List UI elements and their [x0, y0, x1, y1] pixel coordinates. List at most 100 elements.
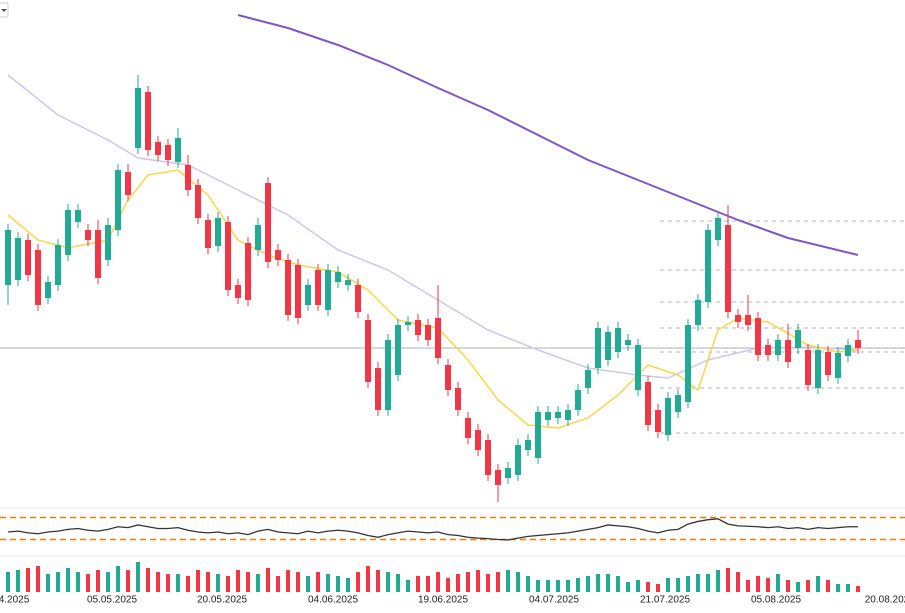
moving-average [237, 14, 859, 256]
candle-body [815, 350, 821, 388]
candle-body [805, 350, 811, 385]
candle-body [245, 243, 251, 300]
candle-body [45, 282, 51, 298]
candle-body [195, 185, 201, 218]
volume-bar [106, 572, 110, 592]
candle-body [775, 340, 781, 355]
volume-bar [436, 572, 440, 592]
candle-body [625, 340, 631, 345]
volume-bar [586, 576, 590, 592]
volume-bar [6, 572, 10, 592]
candle-body [335, 272, 341, 282]
candle-body [655, 410, 661, 432]
volume-bar [126, 570, 130, 592]
volume-bar [36, 566, 40, 592]
candle-body [405, 322, 411, 325]
volume-bar [226, 576, 230, 592]
volume-bar [136, 562, 140, 592]
candle-body [225, 222, 231, 290]
candle-body [215, 218, 221, 246]
candle-body [825, 352, 831, 375]
volume-bar [66, 568, 70, 592]
volume-bar [276, 576, 280, 592]
volume-bar [676, 578, 680, 592]
candle-body [575, 390, 581, 410]
x-tick-label: 20.05.2025 [197, 595, 247, 606]
candle-body [365, 320, 371, 382]
volume-bar [646, 582, 650, 592]
candle-body [425, 325, 431, 340]
candle-body [355, 285, 361, 312]
candle-body [455, 388, 461, 410]
x-tick-label: 21.07.2025 [640, 595, 690, 606]
volume-bar [386, 572, 390, 592]
candle-body [175, 138, 181, 162]
volume-bar [576, 578, 580, 592]
volume-bar [426, 576, 430, 592]
volume-bar [696, 574, 700, 592]
volume-bar [706, 574, 710, 592]
candle-body [735, 315, 741, 322]
candle-body [15, 238, 21, 280]
candle-body [695, 300, 701, 325]
volume-bar [326, 574, 330, 592]
candle-body [795, 330, 801, 348]
candle-body [845, 345, 851, 356]
candle-body [495, 470, 501, 485]
candle-body [535, 412, 541, 458]
candle-body [305, 285, 311, 305]
candle-body [475, 430, 481, 450]
candle-body [315, 270, 321, 305]
candle-body [645, 382, 651, 425]
volume-bar [496, 572, 500, 592]
candle-body [465, 418, 471, 438]
candle-body [435, 318, 441, 358]
candle-body [605, 332, 611, 360]
volume-bar [96, 570, 100, 592]
volume-bar [476, 570, 480, 592]
candle-body [345, 280, 351, 285]
candle-body [705, 230, 711, 302]
candle-body [265, 183, 271, 262]
volume-bar [556, 580, 560, 592]
volume-bar [626, 582, 630, 592]
volume-bar [346, 578, 350, 592]
candle-body [375, 368, 381, 410]
volume-bar [836, 584, 840, 592]
candle-body [5, 230, 11, 285]
volume-bar [596, 574, 600, 592]
candle-body [505, 468, 511, 478]
candle-body [715, 218, 721, 240]
volume-bar [726, 568, 730, 592]
candle-body [155, 142, 161, 155]
candle-body [235, 285, 241, 298]
volume-bar [806, 580, 810, 592]
candle-body [285, 260, 291, 315]
candle-body [855, 340, 861, 348]
candle-body [85, 230, 91, 240]
candle-body [665, 398, 671, 435]
volume-bar [466, 572, 470, 592]
volume-bar [296, 572, 300, 592]
oscillator-line [7, 518, 858, 541]
x-tick-label: 04.06.2025 [308, 595, 358, 606]
volume-bar [16, 570, 20, 592]
volume-bar [816, 576, 820, 592]
volume-bar [206, 572, 210, 592]
candle-body [835, 353, 841, 378]
x-tick-label: 05.08.2025 [751, 595, 801, 606]
volume-bar [656, 584, 660, 592]
volume-bar [266, 568, 270, 592]
volume-bar [796, 582, 800, 592]
volume-bar [736, 572, 740, 592]
volume-bar [746, 580, 750, 592]
volume-bar [456, 574, 460, 592]
x-tick-label: 05.05.2025 [87, 595, 137, 606]
volume-bar [756, 576, 760, 592]
volume-bar [636, 580, 640, 592]
x-tick-label: 4.2025 [0, 595, 30, 606]
volume-bar [316, 572, 320, 592]
candle-body [785, 340, 791, 362]
volume-bar [56, 572, 60, 592]
